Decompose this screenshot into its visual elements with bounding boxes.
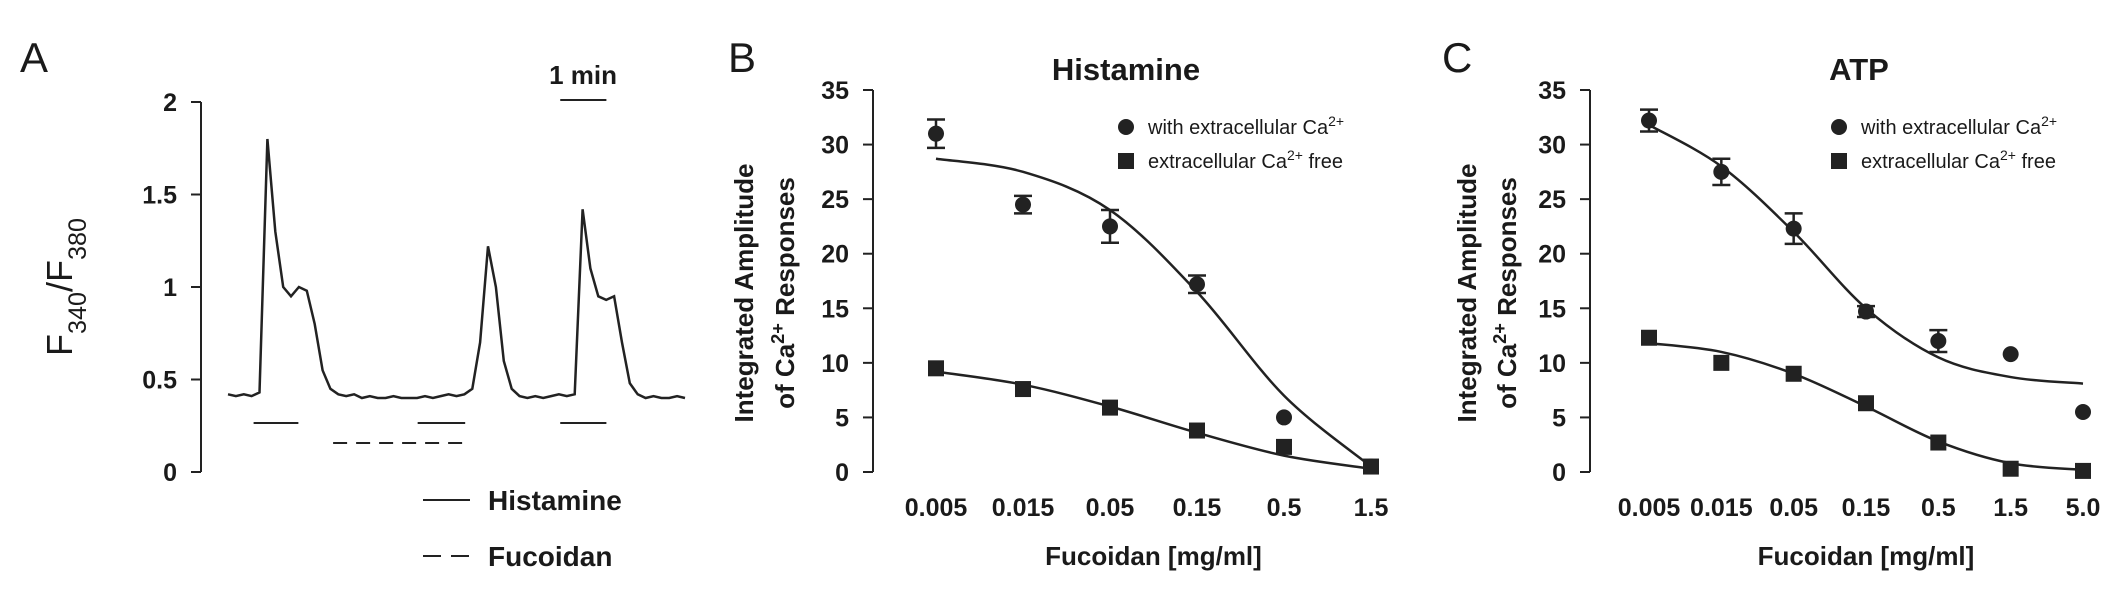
data-point (1713, 163, 1730, 180)
data-point (1102, 218, 1118, 235)
data-point (1641, 112, 1657, 129)
y-tick-label: 10 (821, 350, 849, 378)
y-tick-label: 25 (1538, 186, 1566, 214)
y-tick-label: 0.5 (142, 367, 177, 395)
y-axis-label: of Ca2+ Responses (1490, 177, 1522, 409)
x-tick-label: 0.05 (1086, 494, 1135, 522)
x-tick-label: 0.5 (1921, 494, 1956, 522)
legend-label: Fucoidan (488, 541, 612, 572)
x-tick-label: 0.05 (1769, 494, 1818, 522)
legend-marker (1831, 153, 1847, 169)
x-tick-label: 0.15 (1842, 494, 1891, 522)
y-tick-label: 5 (1552, 404, 1566, 432)
data-point (1102, 399, 1118, 416)
y-tick-label: 20 (1538, 241, 1566, 269)
panel-label: B (728, 34, 756, 81)
data-point (1276, 438, 1292, 455)
legend-label: extracellular Ca2+ free (1148, 147, 1343, 173)
x-tick-label: 0.015 (1690, 494, 1753, 522)
legend-marker (1831, 119, 1847, 135)
data-point (1015, 381, 1031, 398)
x-tick-label: 0.15 (1173, 494, 1222, 522)
data-point (1015, 196, 1031, 213)
data-point (2075, 403, 2091, 420)
data-point (928, 360, 944, 377)
y-tick-label: 5 (835, 404, 849, 432)
chart-title: Histamine (1052, 52, 1200, 87)
y-tick-label: 15 (1538, 295, 1566, 323)
data-point (1785, 365, 1802, 382)
chart-title: ATP (1829, 52, 1889, 87)
scale-bar-label: 1 min (549, 60, 617, 90)
legend-marker (1118, 119, 1134, 135)
data-point (2075, 462, 2091, 479)
fit-curve (935, 157, 1372, 468)
data-point (1930, 333, 1947, 350)
legend-label: Histamine (488, 485, 622, 516)
x-tick-label: 0.015 (992, 494, 1055, 522)
y-tick-label: 10 (1538, 350, 1566, 378)
x-tick-label: 0.005 (1618, 494, 1681, 522)
y-tick-label: 0 (1552, 459, 1566, 487)
x-axis-label: Fucoidan [mg/ml] (1045, 541, 1262, 571)
y-tick-label: 20 (821, 241, 849, 269)
y-tick-label: 0 (835, 459, 849, 487)
data-point (928, 125, 944, 142)
data-point (1641, 329, 1657, 346)
x-tick-label: 1.5 (1993, 494, 2028, 522)
y-axis-label: Integrated Amplitude (1452, 163, 1482, 422)
x-axis-label: Fucoidan [mg/ml] (1758, 541, 1975, 571)
y-tick-label: 35 (1538, 77, 1566, 105)
data-point (1785, 220, 1802, 237)
y-tick-label: 0 (163, 459, 177, 487)
panel-label: A (20, 34, 48, 81)
legend-label: with extracellular Ca2+ (1147, 113, 1344, 139)
data-point (1189, 422, 1205, 439)
y-tick-label: 25 (821, 186, 849, 214)
data-point (2002, 460, 2019, 477)
x-tick-label: 1.5 (1354, 494, 1389, 522)
data-point (1713, 354, 1730, 371)
y-axis-label: F340/F380 (39, 218, 92, 356)
y-tick-label: 2 (163, 89, 177, 117)
data-point (1858, 303, 1874, 320)
x-tick-label: 0.005 (905, 494, 968, 522)
y-axis-label: of Ca2+ Responses (768, 177, 800, 409)
y-tick-label: 30 (1538, 132, 1566, 160)
x-tick-label: 5.0 (2066, 494, 2101, 522)
x-tick-label: 0.5 (1267, 494, 1302, 522)
y-tick-label: 30 (821, 132, 849, 160)
y-axis-label: Integrated Amplitude (729, 163, 759, 422)
y-tick-label: 1.5 (142, 182, 177, 210)
data-point (1930, 434, 1947, 451)
fit-curve (935, 370, 1372, 470)
data-point (1363, 458, 1379, 475)
y-tick-label: 15 (821, 295, 849, 323)
legend-label: with extracellular Ca2+ (1860, 113, 2057, 139)
data-point (1858, 395, 1874, 412)
data-point (1276, 409, 1292, 426)
y-tick-label: 35 (821, 77, 849, 105)
trace (227, 138, 686, 400)
legend-label: extracellular Ca2+ free (1861, 147, 2056, 173)
panel-label: C (1442, 34, 1472, 81)
y-tick-label: 1 (163, 274, 177, 302)
data-point (1189, 276, 1205, 293)
data-point (2002, 346, 2019, 363)
legend-marker (1118, 153, 1134, 169)
